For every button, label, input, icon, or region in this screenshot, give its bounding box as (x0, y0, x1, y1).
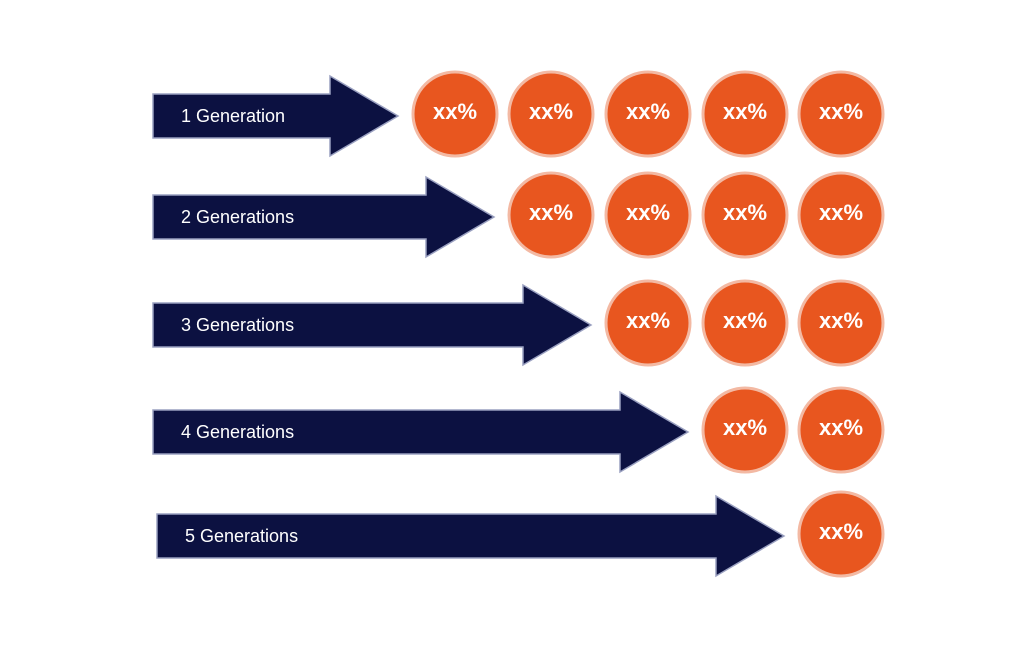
percent-circle (507, 70, 595, 158)
row-label: 4 Generations (181, 422, 294, 442)
percent-circle (701, 171, 789, 259)
arrow (152, 390, 690, 474)
percent-text: xx% (819, 415, 863, 440)
percent-circle (701, 386, 789, 474)
percent-text: xx% (529, 200, 573, 225)
percent-circle (797, 171, 885, 259)
percent-circle (604, 279, 692, 367)
row-label: 3 Generations (181, 315, 294, 335)
percent-text: xx% (723, 308, 767, 333)
arrow (152, 74, 400, 158)
row-label: 5 Generations (185, 526, 298, 546)
percent-text: xx% (723, 200, 767, 225)
arrow (152, 283, 593, 367)
percent-text: xx% (819, 200, 863, 225)
percent-circle (797, 386, 885, 474)
percent-text: xx% (723, 415, 767, 440)
percent-text: xx% (626, 200, 670, 225)
percent-circle (411, 70, 499, 158)
percent-circle (507, 171, 595, 259)
percent-circle (797, 490, 885, 578)
percent-text: xx% (626, 99, 670, 124)
percent-circle (604, 70, 692, 158)
percent-circle (701, 70, 789, 158)
percent-circle (797, 279, 885, 367)
percent-circle (797, 70, 885, 158)
percent-text: xx% (626, 308, 670, 333)
percent-text: xx% (723, 99, 767, 124)
percent-text: xx% (529, 99, 573, 124)
percent-text: xx% (819, 519, 863, 544)
percent-text: xx% (819, 99, 863, 124)
percent-circle (604, 171, 692, 259)
arrow (156, 494, 786, 578)
row-label: 1 Generation (181, 106, 285, 126)
row-label: 2 Generations (181, 207, 294, 227)
percent-text: xx% (819, 308, 863, 333)
percent-circle (701, 279, 789, 367)
percent-text: xx% (433, 99, 477, 124)
arrow (152, 175, 496, 259)
